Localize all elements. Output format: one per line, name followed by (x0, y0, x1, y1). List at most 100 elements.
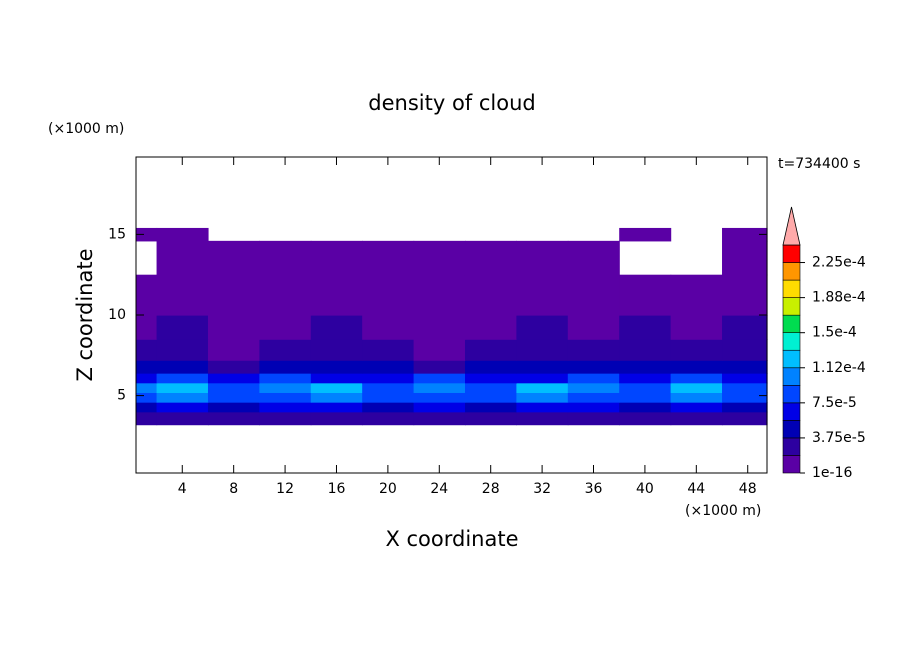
contour-cell (310, 339, 363, 361)
contour-cell (362, 373, 415, 384)
contour-cell (156, 274, 209, 316)
x-tick-label: 44 (687, 481, 705, 497)
contour-cell (259, 274, 312, 316)
colorbar-tick-label: 3.75e-5 (812, 430, 866, 446)
contour-cell (136, 392, 158, 403)
contour-cell (259, 373, 312, 384)
contour-cell (156, 402, 209, 413)
contour-cell (722, 339, 768, 361)
contour-cell (156, 240, 209, 276)
x-tick-label: 16 (328, 481, 346, 497)
contour-cell (619, 402, 672, 413)
contour-cell (413, 382, 466, 393)
contour-cell (362, 315, 415, 340)
contour-cell (516, 392, 569, 403)
contour-cell (207, 373, 260, 384)
contour-cell (722, 402, 768, 413)
y-tick-label: 10 (108, 307, 126, 323)
contour-cell (722, 360, 768, 374)
colorbar-band (782, 279, 801, 298)
contour-cell (413, 392, 466, 403)
contour-cell (722, 392, 768, 403)
contour-cell (413, 360, 466, 374)
contour-cell (136, 274, 158, 316)
contour-cell (619, 227, 672, 242)
contour-cell (464, 402, 517, 413)
contour-cell (136, 373, 158, 384)
colorbar-band (782, 349, 801, 369)
contour-cell (670, 274, 723, 316)
contour-cell (207, 315, 260, 340)
x-tick-label: 36 (585, 481, 603, 497)
x-tick-label: 28 (482, 481, 500, 497)
contour-cell (362, 402, 415, 413)
contour-cell (619, 392, 672, 403)
contour-cell (413, 240, 466, 276)
x-tick-label: 20 (379, 481, 397, 497)
colorbar-band (782, 297, 801, 316)
contour-cell (567, 411, 620, 426)
contour-cell (259, 402, 312, 413)
contour-cell (362, 360, 415, 374)
x-tick-label: 8 (229, 481, 238, 497)
contour-cell (259, 240, 312, 276)
contour-cell (413, 402, 466, 413)
y-tick-label: 5 (117, 388, 126, 404)
contour-cell (722, 315, 768, 340)
contour-cell (464, 392, 517, 403)
contour-cell (413, 315, 466, 340)
contour-cell (464, 360, 517, 374)
contour-cell (156, 315, 209, 340)
contour-cell (516, 373, 569, 384)
contour-cell (464, 382, 517, 393)
contour-cell (156, 411, 209, 426)
contour-cell (207, 411, 260, 426)
contour-cell (207, 339, 260, 361)
contour-cell (310, 382, 363, 393)
colorbar-band (782, 314, 801, 333)
contour-cell (670, 339, 723, 361)
contour-cell (722, 373, 768, 384)
x-tick-label: 48 (739, 481, 757, 497)
contour-cell (136, 227, 158, 242)
contour-cell (670, 392, 723, 403)
colorbar-band (782, 437, 801, 456)
contour-cell (722, 240, 768, 276)
y-unit: (×1000 m) (48, 121, 124, 137)
contour-cell (619, 315, 672, 340)
contour-cell (567, 382, 620, 393)
contour-cell (156, 360, 209, 374)
x-tick-label: 40 (636, 481, 654, 497)
colorbar-tick-label: 1.12e-4 (812, 360, 866, 376)
contour-cell (413, 373, 466, 384)
contour-cell (464, 240, 517, 276)
contour-cell (670, 402, 723, 413)
contour-cell (567, 315, 620, 340)
contour-cell (619, 339, 672, 361)
contour-cell (136, 402, 158, 413)
contour-cell (156, 373, 209, 384)
colorbar-tick-label: 1e-16 (812, 465, 852, 481)
contour-cell (670, 382, 723, 393)
contour-cell (310, 274, 363, 316)
colorbar-band (782, 262, 801, 281)
time-label: t=734400 s (778, 156, 860, 172)
y-axis-title: Z coordinate (73, 248, 97, 381)
contour-cell (619, 274, 672, 316)
contour-cell (670, 360, 723, 374)
colorbar-band (782, 332, 801, 351)
contour-cell (464, 411, 517, 426)
colorbar-tick-label: 1.5e-4 (812, 325, 857, 341)
contour-cell (670, 315, 723, 340)
colorbar-tick-label: 1.88e-4 (812, 290, 866, 306)
contour-cell (413, 339, 466, 361)
contour-cell (516, 339, 569, 361)
contour-cell (310, 315, 363, 340)
contour-cell (156, 392, 209, 403)
contour-cell (310, 411, 363, 426)
contour-cell (136, 315, 158, 340)
contour-cell (362, 382, 415, 393)
contour-cell (156, 227, 209, 242)
